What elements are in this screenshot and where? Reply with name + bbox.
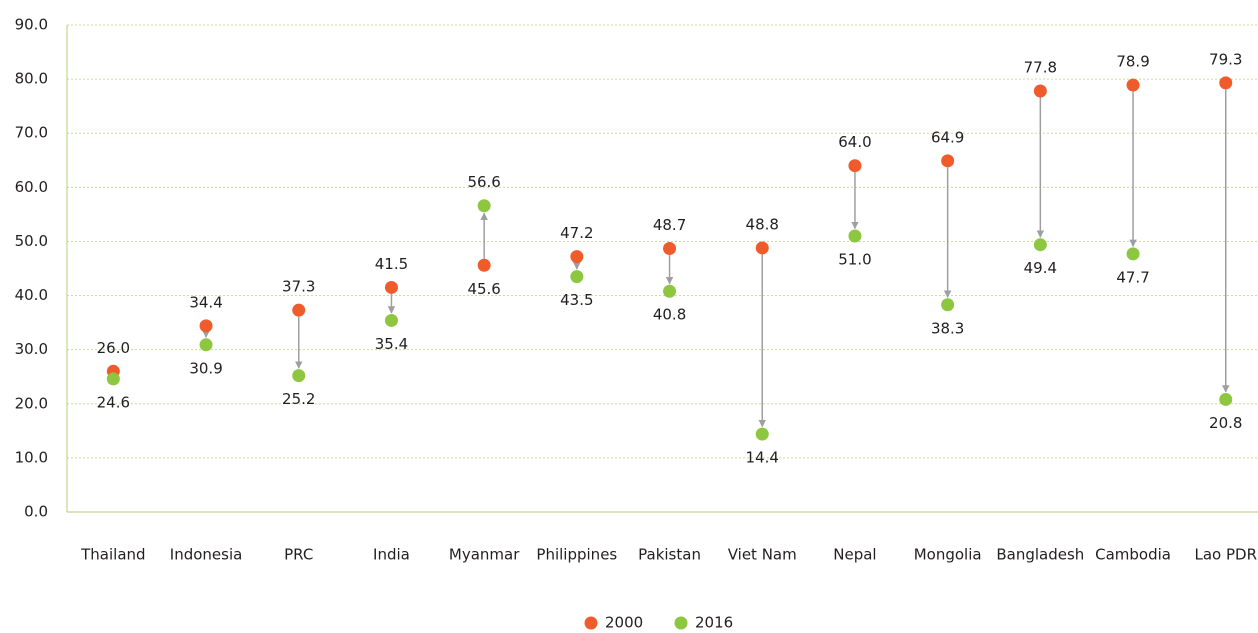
y-tick-label: 60.0: [15, 178, 48, 196]
data-label: 14.4: [746, 449, 779, 467]
y-tick-label: 80.0: [15, 70, 48, 88]
data-label: 77.8: [1024, 59, 1057, 77]
y-tick-label: 0.0: [24, 503, 48, 521]
y-tick-label: 90.0: [15, 16, 48, 34]
dot: [477, 199, 491, 213]
x-tick-label: Myanmar: [449, 546, 520, 564]
data-label: 47.2: [560, 224, 593, 242]
y-tick-label: 30.0: [15, 340, 48, 358]
data-label: 34.4: [189, 293, 222, 311]
x-tick-label: Mongolia: [914, 546, 982, 564]
dot: [1219, 392, 1233, 406]
data-label: 49.4: [1024, 259, 1057, 277]
dot: [663, 284, 677, 298]
x-tick-label: Pakistan: [638, 546, 701, 564]
dot: [941, 154, 955, 168]
x-tick-label: Lao PDR: [1194, 546, 1257, 564]
dot: [848, 159, 862, 173]
dot: [1033, 84, 1047, 98]
legend-label: 2000: [605, 614, 643, 632]
dot: [1126, 247, 1140, 261]
x-tick-label: Bangladesh: [996, 546, 1084, 564]
dot: [755, 427, 769, 441]
dot: [292, 303, 306, 317]
data-label: 64.9: [931, 128, 964, 146]
dot: [570, 270, 584, 284]
data-label: 20.8: [1209, 414, 1242, 432]
dot: [199, 319, 213, 333]
data-label: 25.2: [282, 390, 315, 408]
data-label: 35.4: [375, 335, 408, 353]
dot: [1033, 238, 1047, 252]
dot: [199, 338, 213, 352]
dot: [292, 369, 306, 383]
dot: [106, 372, 120, 386]
data-label: 40.8: [653, 306, 686, 324]
x-tick-label: Thailand: [80, 546, 145, 564]
data-label: 48.8: [746, 215, 779, 233]
dot: [570, 250, 584, 264]
data-label: 43.5: [560, 291, 593, 309]
y-tick-label: 40.0: [15, 286, 48, 304]
x-tick-label: India: [373, 546, 410, 564]
data-label: 47.7: [1116, 268, 1149, 286]
data-label: 48.7: [653, 216, 686, 234]
dot: [941, 298, 955, 312]
data-label: 56.6: [467, 173, 500, 191]
x-tick-label: Cambodia: [1095, 546, 1171, 564]
x-tick-label: Philippines: [536, 546, 617, 564]
data-label: 37.3: [282, 278, 315, 296]
dot: [477, 258, 491, 272]
legend-label: 2016: [695, 614, 733, 632]
dot: [384, 280, 398, 294]
data-label: 24.6: [97, 393, 130, 411]
dot: [848, 229, 862, 243]
data-label: 38.3: [931, 319, 964, 337]
dot: [1126, 78, 1140, 92]
data-label: 51.0: [838, 251, 871, 269]
legend-marker: [584, 616, 598, 630]
data-label: 26.0: [97, 339, 130, 357]
data-label: 64.0: [838, 133, 871, 151]
y-tick-label: 70.0: [15, 124, 48, 142]
data-label: 45.6: [467, 280, 500, 298]
y-tick-label: 20.0: [15, 394, 48, 412]
data-label: 30.9: [189, 359, 222, 377]
data-label: 78.9: [1116, 53, 1149, 71]
dot: [755, 241, 769, 255]
data-label: 79.3: [1209, 50, 1242, 68]
x-tick-label: Indonesia: [170, 546, 243, 564]
x-tick-label: Viet Nam: [728, 546, 797, 564]
dot: [663, 241, 677, 255]
dot: [1219, 76, 1233, 90]
legend-marker: [674, 616, 688, 630]
y-tick-label: 10.0: [15, 448, 48, 466]
dot: [384, 313, 398, 327]
y-tick-label: 50.0: [15, 232, 48, 250]
x-tick-label: PRC: [284, 546, 313, 564]
data-label: 41.5: [375, 255, 408, 273]
x-tick-label: Nepal: [833, 546, 876, 564]
